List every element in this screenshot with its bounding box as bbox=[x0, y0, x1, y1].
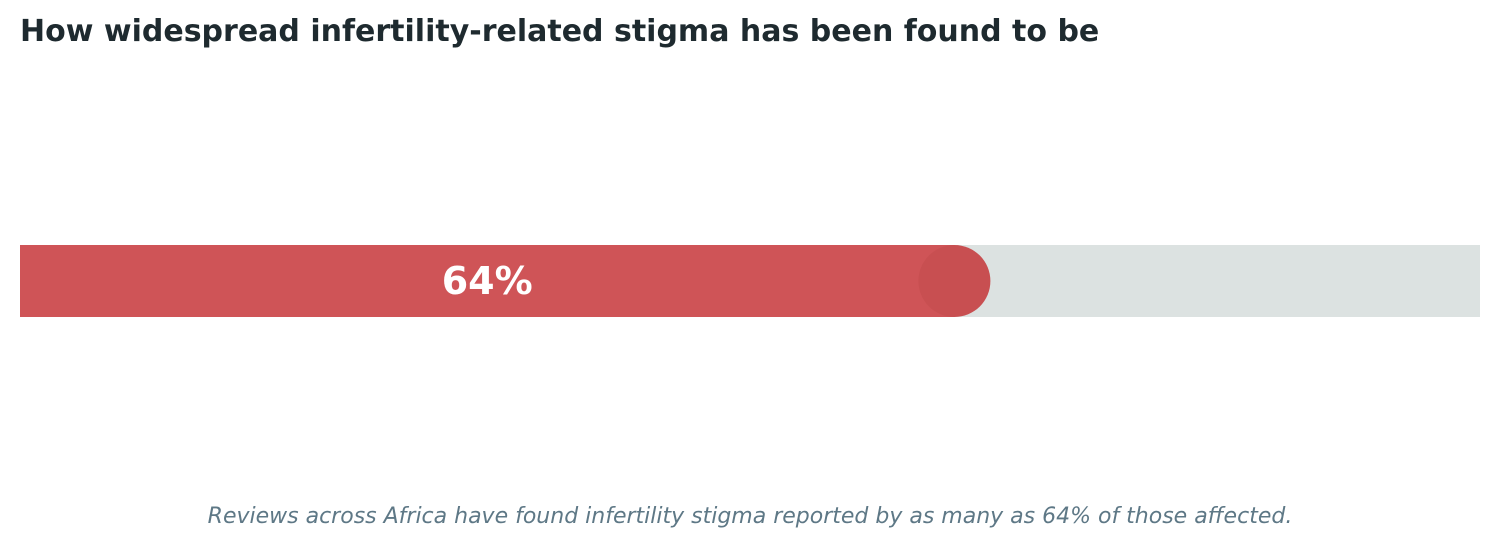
value-label: 64% bbox=[442, 259, 533, 303]
caption: Reviews across Africa have found inferti… bbox=[207, 504, 1293, 529]
bar-fill bbox=[20, 245, 955, 317]
bar-end-cap bbox=[918, 245, 991, 317]
page-title: How widespread infertility-related stigm… bbox=[20, 14, 1100, 49]
